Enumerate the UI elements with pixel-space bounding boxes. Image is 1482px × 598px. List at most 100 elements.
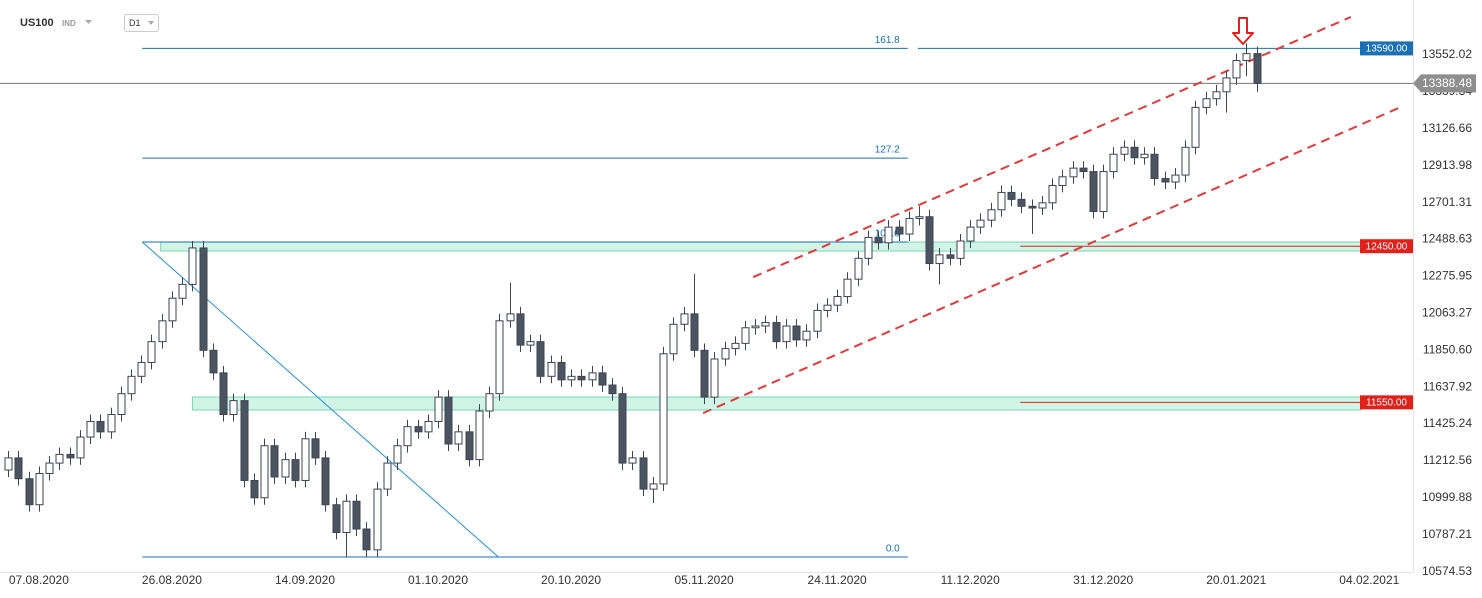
candle-body xyxy=(465,431,474,461)
candle-body xyxy=(45,462,54,474)
x-tick-label: 11.12.2020 xyxy=(941,573,1000,587)
candle-body xyxy=(659,353,668,485)
candle-body xyxy=(874,237,883,244)
candle-body xyxy=(506,313,515,322)
level-price-label: 13590.00 xyxy=(1366,44,1408,55)
candle-body xyxy=(168,297,177,322)
candle-body xyxy=(260,445,269,499)
y-tick-label: 12488.63 xyxy=(1422,232,1472,246)
candle-body xyxy=(1222,77,1231,93)
candle-body xyxy=(557,361,566,381)
candle-body xyxy=(362,528,371,551)
candle-body xyxy=(782,325,791,343)
candle-body xyxy=(1140,153,1149,159)
candle-body xyxy=(270,445,279,478)
candle-body xyxy=(107,414,116,433)
candle-body xyxy=(1099,171,1108,213)
candle-body xyxy=(240,400,249,481)
level-price-box xyxy=(1360,41,1413,56)
candle-body xyxy=(1202,98,1211,108)
candle-body xyxy=(209,349,218,374)
candle-body xyxy=(802,330,811,341)
candle-body xyxy=(1048,184,1057,204)
candle-body xyxy=(915,216,924,219)
candle-body xyxy=(117,393,126,416)
candle-body xyxy=(987,209,996,221)
candle-body xyxy=(741,327,750,344)
candle-body xyxy=(383,462,392,490)
candle-body xyxy=(1058,176,1067,186)
candle-body xyxy=(1028,205,1037,209)
x-tick-label: 05.11.2020 xyxy=(675,573,734,587)
timeframe: D1 xyxy=(129,18,141,28)
candle-body xyxy=(311,438,320,459)
candle-body xyxy=(229,400,238,416)
candle-body xyxy=(710,358,719,398)
candle-body xyxy=(639,457,648,490)
candle-body xyxy=(588,372,597,381)
candle-body xyxy=(813,309,822,332)
x-tick-label: 14.09.2020 xyxy=(275,573,335,587)
candle-body xyxy=(321,457,330,506)
candle-body xyxy=(1242,53,1251,62)
y-tick-label: 11637.92 xyxy=(1423,379,1472,393)
candle-body xyxy=(577,375,586,381)
candle-body xyxy=(352,500,361,530)
candle-body xyxy=(772,322,781,343)
candle-body xyxy=(1109,153,1118,173)
symbol: US100 xyxy=(20,17,54,29)
candle-body xyxy=(1191,106,1200,148)
candle-body xyxy=(127,375,136,395)
dropdown-arrow[interactable] xyxy=(85,20,92,24)
x-tick-label: 26.08.2020 xyxy=(142,573,202,587)
support-zone xyxy=(191,396,1362,411)
candle-body xyxy=(414,426,423,433)
candle-body xyxy=(1130,146,1139,159)
y-tick-label: 12913.98 xyxy=(1422,158,1472,172)
y-tick-label: 10787.21 xyxy=(1422,527,1472,541)
candle-body xyxy=(792,325,801,341)
y-tick-label: 13126.66 xyxy=(1422,121,1472,135)
x-tick-label: 31.12.2020 xyxy=(1073,573,1133,587)
y-tick-label: 12063.27 xyxy=(1422,305,1472,319)
fib-label: 0.0 xyxy=(886,544,900,555)
candle-body xyxy=(373,488,382,551)
candle-body xyxy=(935,254,944,265)
candle-body xyxy=(342,500,351,533)
y-tick-label: 11425.24 xyxy=(1423,416,1472,430)
candle-body xyxy=(66,453,75,459)
candle-body xyxy=(1253,53,1262,84)
timeframe-box[interactable] xyxy=(124,14,159,32)
candle-body xyxy=(895,226,904,235)
candle-body xyxy=(864,237,873,259)
current-price-label: 13388.48 xyxy=(1422,76,1472,90)
candle-body xyxy=(946,254,955,259)
candle-body xyxy=(854,257,863,280)
candle-body xyxy=(618,393,627,464)
candle-body xyxy=(516,313,525,346)
candle-body xyxy=(158,320,167,343)
candle-body xyxy=(1232,60,1241,79)
candle-body xyxy=(4,457,13,471)
candle-body xyxy=(690,313,699,351)
candle-body xyxy=(833,296,842,306)
candle-body xyxy=(751,325,760,329)
x-tick-label: 24.11.2020 xyxy=(808,573,867,587)
candle-body xyxy=(700,349,709,398)
candle-body xyxy=(526,341,535,346)
candle-body xyxy=(1079,167,1088,173)
candle-body xyxy=(608,384,617,395)
y-tick-label: 10574.53 xyxy=(1422,564,1472,578)
x-tick-label: 20.01.2021 xyxy=(1206,573,1266,587)
candle-body xyxy=(884,226,893,244)
y-tick-label: 11850.60 xyxy=(1423,342,1472,356)
candle-body xyxy=(649,483,658,490)
dropdown-arrow[interactable] xyxy=(148,21,154,25)
candle-body xyxy=(1181,146,1190,176)
candle-body xyxy=(1150,153,1159,180)
candle-body xyxy=(55,453,64,464)
candle-body xyxy=(761,322,770,327)
candle-body xyxy=(178,283,187,299)
candle-body xyxy=(35,472,44,506)
